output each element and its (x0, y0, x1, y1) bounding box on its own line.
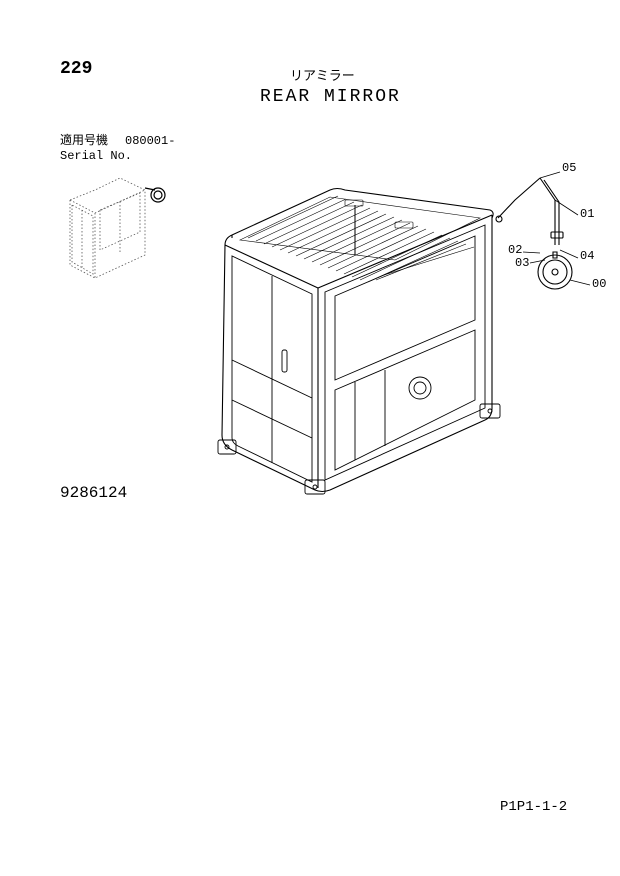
callout-01: 01 (580, 208, 594, 221)
thumbnail-mirror-indicator (145, 188, 165, 202)
mirror-assembly (496, 178, 572, 289)
thumbnail-drawing (70, 178, 145, 278)
technical-drawing (0, 0, 620, 876)
callout-03: 03 (515, 257, 529, 270)
callout-05: 05 (562, 162, 576, 175)
callout-02: 02 (508, 244, 522, 257)
callout-leaders (523, 172, 590, 285)
callout-04: 04 (580, 250, 594, 263)
main-cab (218, 189, 500, 495)
callout-00: 00 (592, 278, 606, 291)
